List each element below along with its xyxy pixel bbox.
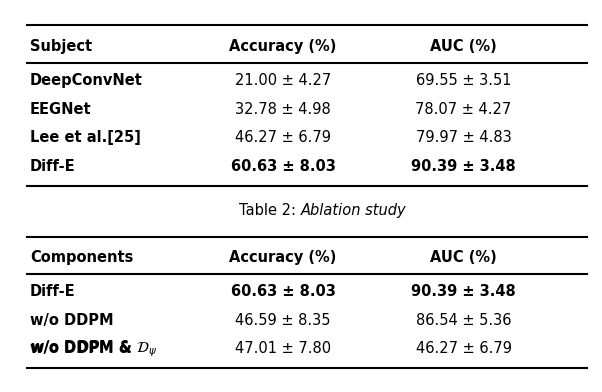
Text: Components: Components	[30, 250, 134, 265]
Text: w/o DDPM &: w/o DDPM &	[30, 341, 137, 356]
Text: 78.07 ± 4.27: 78.07 ± 4.27	[415, 102, 512, 116]
Text: Diff-E: Diff-E	[30, 284, 76, 299]
Text: 86.54 ± 5.36: 86.54 ± 5.36	[416, 313, 511, 328]
Text: AUC (%): AUC (%)	[430, 250, 497, 265]
Text: Diff-E: Diff-E	[30, 159, 76, 174]
Text: 46.27 ± 6.79: 46.27 ± 6.79	[235, 130, 331, 145]
Text: EEGNet: EEGNet	[30, 102, 92, 116]
Text: 79.97 ± 4.83: 79.97 ± 4.83	[415, 130, 512, 145]
Text: Ablation study: Ablation study	[301, 203, 406, 218]
Text: Table 2:: Table 2:	[240, 203, 301, 218]
Text: w/o DDPM: w/o DDPM	[30, 313, 114, 328]
Text: 60.63 ± 8.03: 60.63 ± 8.03	[231, 159, 335, 174]
Text: 90.39 ± 3.48: 90.39 ± 3.48	[411, 284, 516, 299]
Text: Accuracy (%): Accuracy (%)	[229, 250, 337, 265]
Text: 69.55 ± 3.51: 69.55 ± 3.51	[416, 73, 511, 88]
Text: 32.78 ± 4.98: 32.78 ± 4.98	[235, 102, 331, 116]
Text: 46.59 ± 8.35: 46.59 ± 8.35	[235, 313, 330, 328]
Text: 21.00 ± 4.27: 21.00 ± 4.27	[235, 73, 331, 88]
Text: 47.01 ± 7.80: 47.01 ± 7.80	[235, 341, 331, 356]
Text: Accuracy (%): Accuracy (%)	[229, 38, 337, 54]
Text: 90.39 ± 3.48: 90.39 ± 3.48	[411, 159, 516, 174]
Text: 46.27 ± 6.79: 46.27 ± 6.79	[415, 341, 512, 356]
Text: 60.63 ± 8.03: 60.63 ± 8.03	[231, 284, 335, 299]
Text: Subject: Subject	[30, 38, 92, 54]
Text: w/o DDPM & $\mathcal{D}_\psi$: w/o DDPM & $\mathcal{D}_\psi$	[30, 339, 157, 359]
Text: AUC (%): AUC (%)	[430, 38, 497, 54]
Text: DeepConvNet: DeepConvNet	[30, 73, 143, 88]
Text: Lee et al.[25]: Lee et al.[25]	[30, 130, 141, 145]
